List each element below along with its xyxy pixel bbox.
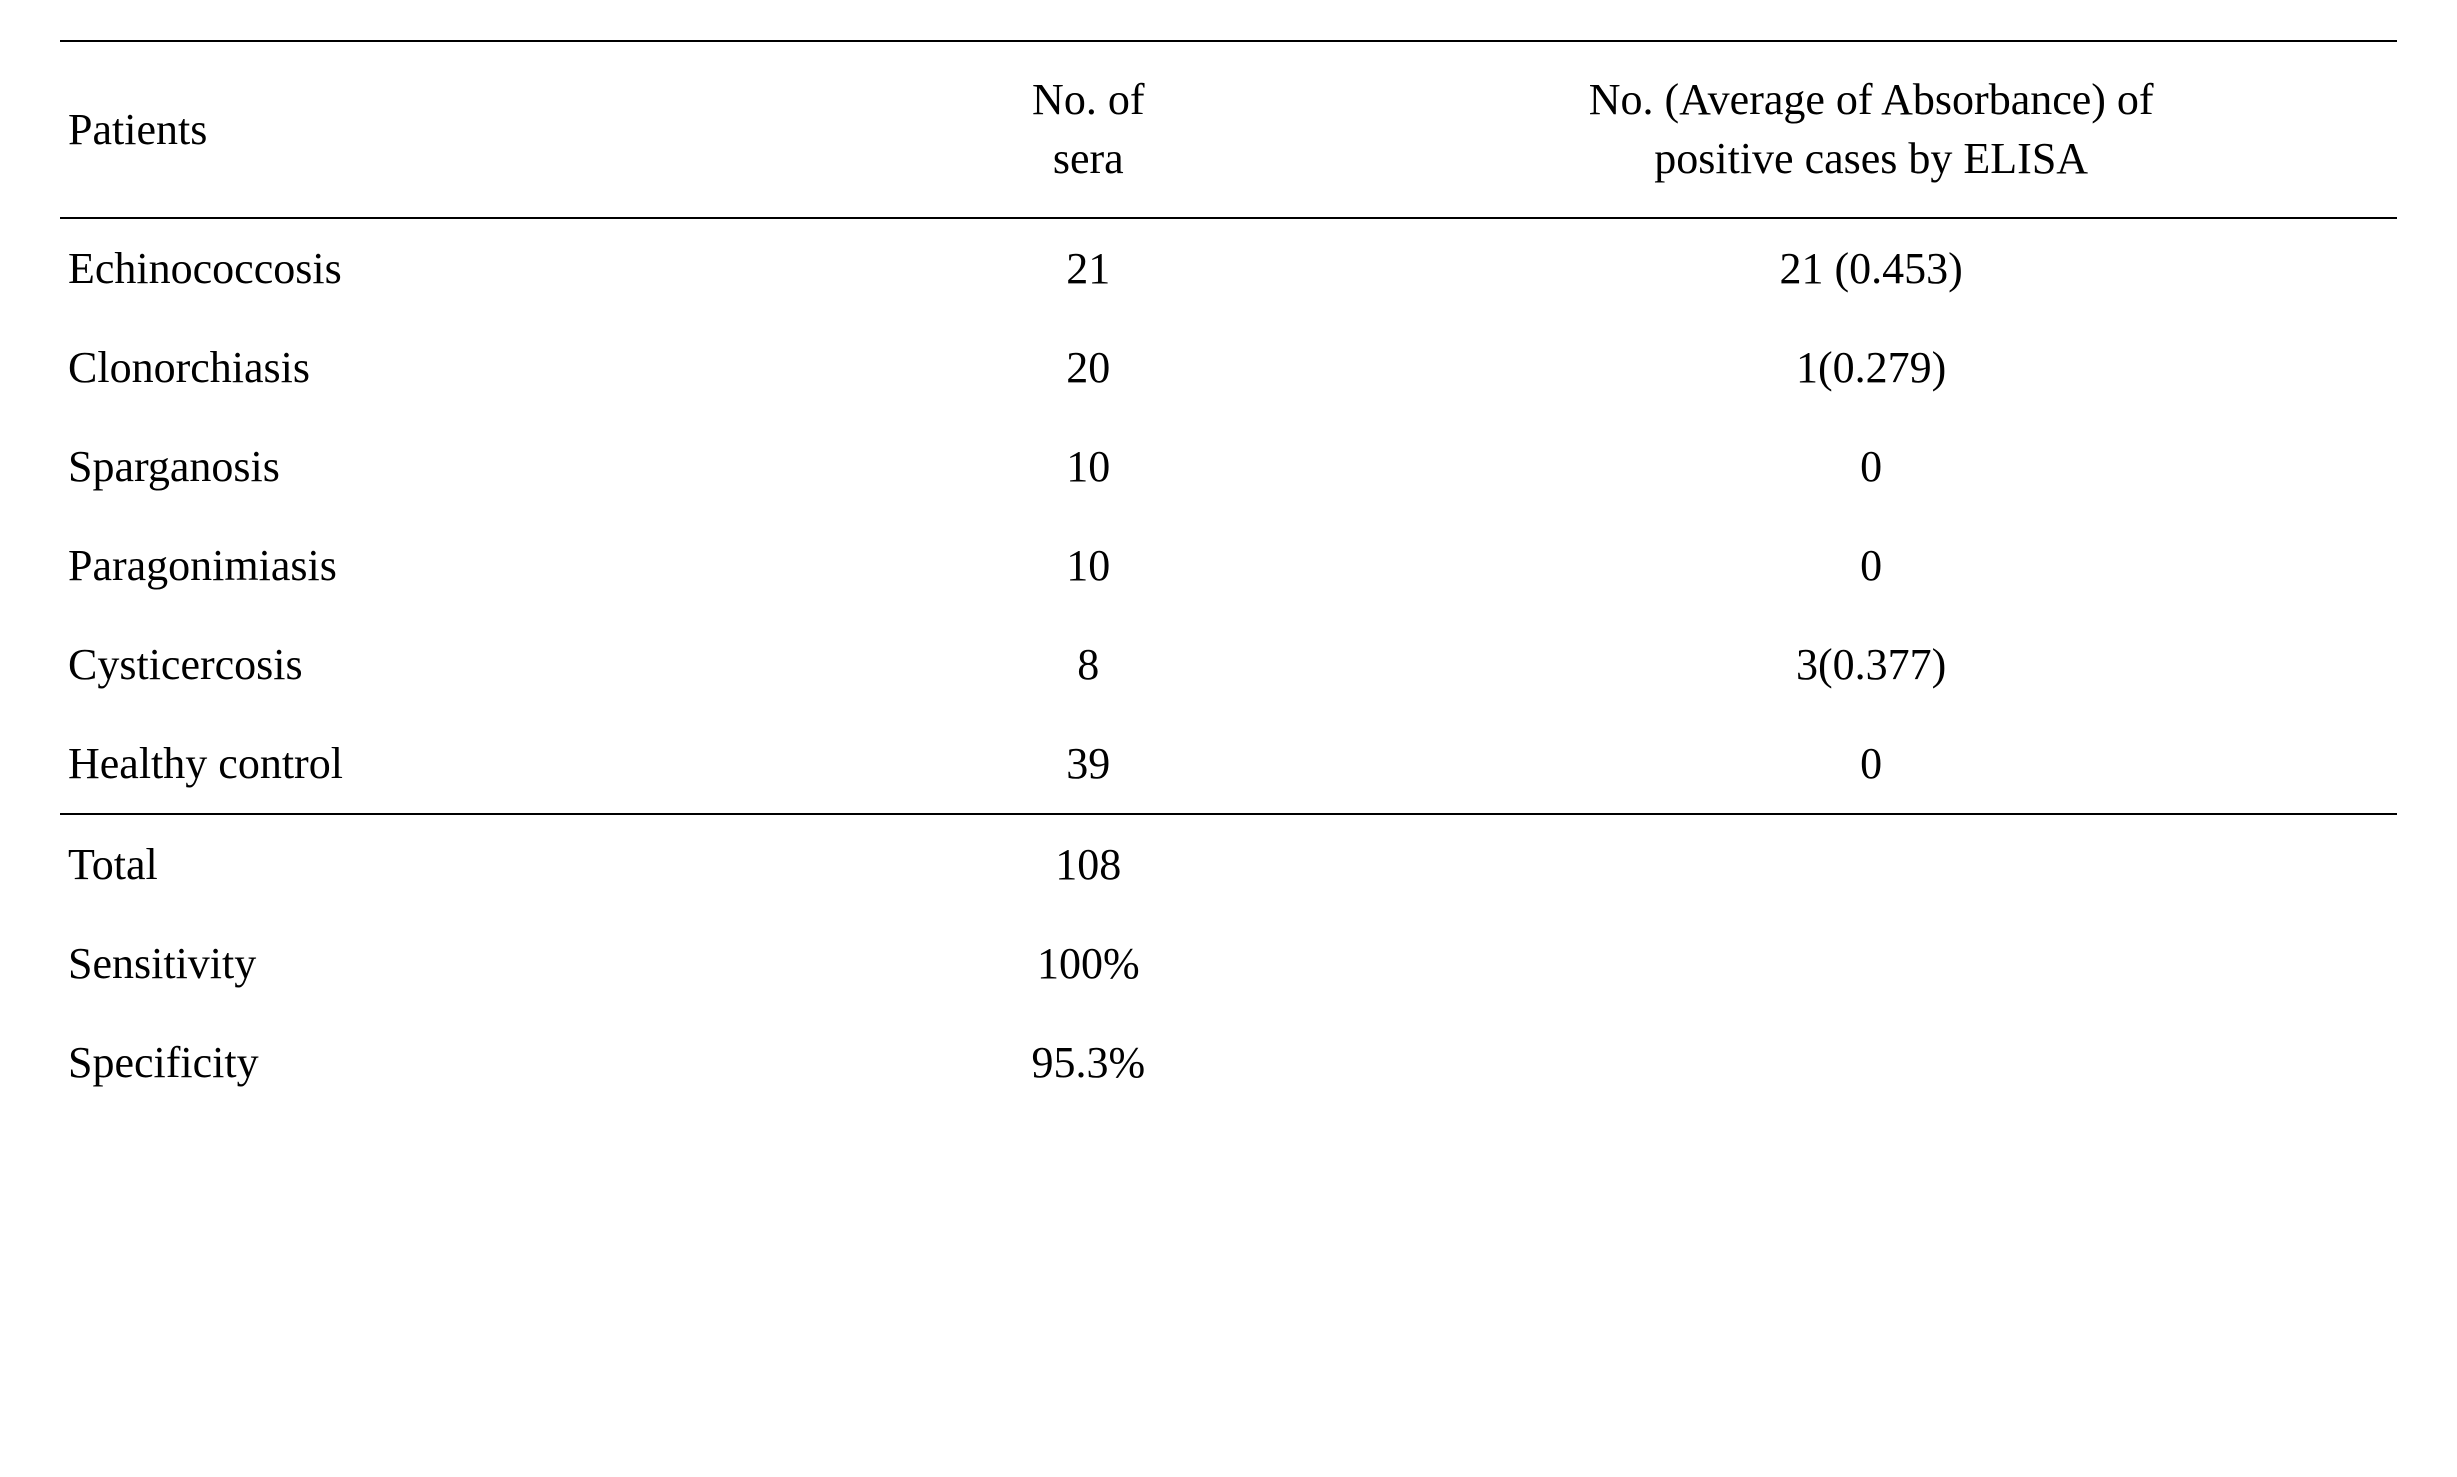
summary-row-specificity: Specificity 95.3% (60, 1013, 2397, 1112)
cell-elisa: 21 (0.453) (1345, 218, 2397, 318)
table-row: Healthy control 39 0 (60, 714, 2397, 814)
table-body: Echinococcosis 21 21 (0.453) Clonorchias… (60, 218, 2397, 1112)
cell-patients: Paragonimiasis (60, 516, 831, 615)
cell-elisa: 0 (1345, 516, 2397, 615)
cell-sera: 10 (831, 417, 1345, 516)
cell-patients: Sparganosis (60, 417, 831, 516)
summary-row-total: Total 108 (60, 814, 2397, 914)
cell-elisa: 1(0.279) (1345, 318, 2397, 417)
header-elisa-line2: positive cases by ELISA (1654, 134, 2088, 183)
cell-summary-value: 108 (831, 814, 1345, 914)
cell-patients: Echinococcosis (60, 218, 831, 318)
table-row: Paragonimiasis 10 0 (60, 516, 2397, 615)
cell-summary-value: 95.3% (831, 1013, 1345, 1112)
cell-summary-label: Total (60, 814, 831, 914)
cell-patients: Healthy control (60, 714, 831, 814)
header-sera-line1: No. of (1032, 75, 1144, 124)
cell-sera: 20 (831, 318, 1345, 417)
cell-sera: 10 (831, 516, 1345, 615)
header-elisa: No. (Average of Absorbance) of positive … (1345, 41, 2397, 218)
elisa-results-table-container: Patients No. of sera No. (Average of Abs… (60, 40, 2397, 1112)
cell-sera: 21 (831, 218, 1345, 318)
table-row: Echinococcosis 21 21 (0.453) (60, 218, 2397, 318)
header-sera: No. of sera (831, 41, 1345, 218)
cell-sera: 39 (831, 714, 1345, 814)
elisa-results-table: Patients No. of sera No. (Average of Abs… (60, 40, 2397, 1112)
cell-elisa: 3(0.377) (1345, 615, 2397, 714)
cell-summary-elisa (1345, 814, 2397, 914)
cell-summary-value: 100% (831, 914, 1345, 1013)
cell-patients: Cysticercosis (60, 615, 831, 714)
summary-row-sensitivity: Sensitivity 100% (60, 914, 2397, 1013)
cell-summary-elisa (1345, 1013, 2397, 1112)
cell-patients: Clonorchiasis (60, 318, 831, 417)
cell-sera: 8 (831, 615, 1345, 714)
header-sera-line2: sera (1053, 134, 1124, 183)
table-row: Cysticercosis 8 3(0.377) (60, 615, 2397, 714)
cell-summary-elisa (1345, 914, 2397, 1013)
cell-summary-label: Specificity (60, 1013, 831, 1112)
table-row: Sparganosis 10 0 (60, 417, 2397, 516)
cell-summary-label: Sensitivity (60, 914, 831, 1013)
header-patients: Patients (60, 41, 831, 218)
cell-elisa: 0 (1345, 417, 2397, 516)
table-row: Clonorchiasis 20 1(0.279) (60, 318, 2397, 417)
table-header-row: Patients No. of sera No. (Average of Abs… (60, 41, 2397, 218)
header-elisa-line1: No. (Average of Absorbance) of (1589, 75, 2154, 124)
cell-elisa: 0 (1345, 714, 2397, 814)
